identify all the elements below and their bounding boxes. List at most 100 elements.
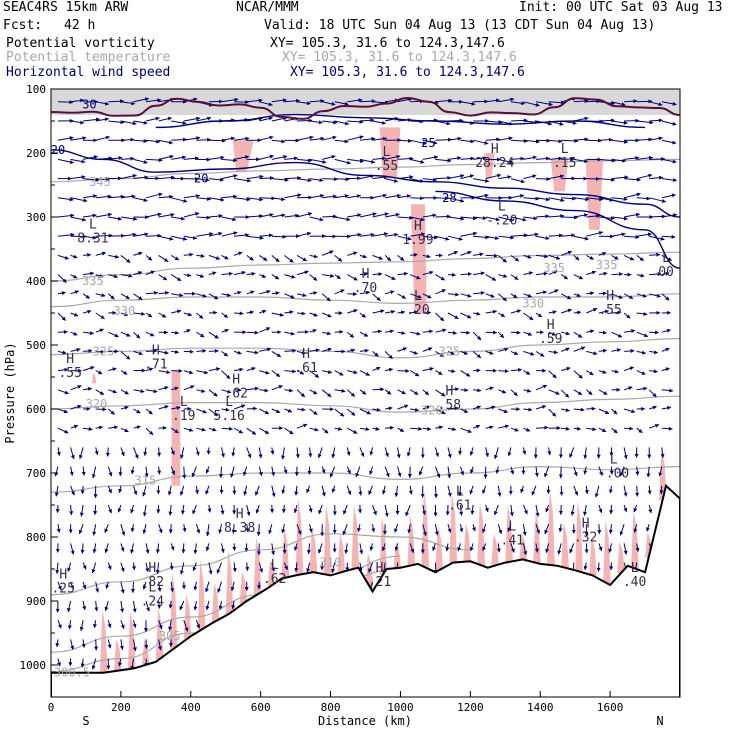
wind-vector xyxy=(649,252,661,257)
wind-vector xyxy=(485,216,500,222)
wind-vector xyxy=(498,175,512,180)
pv-fill-region xyxy=(550,159,569,192)
wind-vector xyxy=(544,466,550,478)
wind-vector xyxy=(598,466,603,476)
wind-vector xyxy=(649,136,663,141)
wind-vector xyxy=(573,426,582,431)
wind-vector xyxy=(397,194,412,199)
wind-vector xyxy=(460,312,472,319)
wind-vector xyxy=(57,158,74,164)
wind-vector xyxy=(510,233,528,238)
wind-vector xyxy=(460,250,472,256)
wind-vector xyxy=(118,466,123,477)
wind-vector xyxy=(385,232,399,237)
wind-vector xyxy=(636,370,646,375)
wind-vector xyxy=(133,447,139,459)
wind-vector xyxy=(422,405,431,410)
wind-vector xyxy=(196,177,210,182)
contour-label: 320 xyxy=(421,403,443,417)
wind-vector xyxy=(397,368,410,373)
wind-vector xyxy=(510,350,519,356)
wind-vector xyxy=(597,524,602,535)
wind-vector xyxy=(573,389,583,396)
wind-vector xyxy=(460,216,478,221)
wind-vector xyxy=(482,543,487,552)
wind-vector xyxy=(523,139,540,144)
y-tick-label: 100 xyxy=(26,83,46,96)
wind-vector xyxy=(343,504,348,515)
wind-vector xyxy=(259,154,274,160)
wind-vector xyxy=(196,232,214,237)
pv-extremum: H.59 xyxy=(539,318,562,347)
wind-vector xyxy=(133,197,148,202)
wind-vector xyxy=(359,136,376,141)
wind-vector xyxy=(192,504,197,515)
wind-vector xyxy=(268,524,273,535)
wind-vector xyxy=(394,543,399,552)
wind-vector xyxy=(548,233,563,238)
wind-vector xyxy=(281,447,286,460)
wind-vector xyxy=(523,196,540,201)
wind-vector xyxy=(296,370,305,375)
wind-vector xyxy=(171,293,184,298)
wind-vector xyxy=(598,348,607,353)
wind-vector xyxy=(70,331,78,336)
wind-vector xyxy=(397,255,405,261)
wind-vector xyxy=(120,232,137,237)
wind-vector xyxy=(216,562,222,574)
wind-vector xyxy=(170,427,179,434)
wind-vector xyxy=(384,351,393,360)
wind-vector xyxy=(233,251,243,256)
wind-vector xyxy=(397,330,406,335)
wind-vector xyxy=(334,120,350,126)
wind-vector xyxy=(544,524,550,535)
wind-vector xyxy=(318,504,323,515)
wind-vector xyxy=(104,543,109,554)
wind-vector xyxy=(584,485,589,495)
wind-vector xyxy=(410,252,418,257)
wind-vector xyxy=(221,231,238,237)
wind-vector xyxy=(623,504,628,513)
wind-vector xyxy=(296,407,306,412)
wind-vector xyxy=(182,524,187,533)
wind-vector xyxy=(573,137,589,142)
wind-vector xyxy=(334,370,344,376)
extremum-type: L xyxy=(498,200,506,215)
wind-vector xyxy=(545,543,550,554)
extremum-value: .55 xyxy=(598,303,621,318)
wind-vector xyxy=(358,562,363,572)
contour-label: 20 xyxy=(194,172,208,186)
wind-vector xyxy=(611,310,622,315)
pv-fill-lowlevel xyxy=(463,523,471,562)
wind-vector xyxy=(145,139,161,144)
wind-vector xyxy=(636,173,653,180)
wind-vector xyxy=(649,293,661,298)
wind-vector xyxy=(535,524,540,534)
wind-vector xyxy=(460,427,472,433)
extremum-type: H xyxy=(445,384,453,399)
wind-vector xyxy=(183,136,201,141)
wind-vector xyxy=(473,178,490,183)
wind-vector xyxy=(397,138,412,143)
wind-vector xyxy=(183,329,191,333)
wind-vector xyxy=(447,292,460,297)
wind-vector xyxy=(435,289,446,295)
wind-vector xyxy=(609,504,614,515)
wind-vector xyxy=(271,274,280,280)
wind-vector xyxy=(648,504,653,514)
y-tick-label: 700 xyxy=(26,467,46,480)
wind-vector xyxy=(284,193,302,199)
wind-vector xyxy=(586,231,604,237)
wind-vector xyxy=(83,253,92,258)
wind-vector xyxy=(82,581,87,590)
wind-vector xyxy=(598,252,607,256)
wind-vector xyxy=(598,137,613,142)
wind-vector xyxy=(183,620,189,632)
forecast-label: Fcst: xyxy=(3,18,43,33)
wind-vector xyxy=(623,312,631,319)
wind-vector xyxy=(560,293,572,300)
wind-vector xyxy=(619,524,625,536)
wind-vector xyxy=(296,270,309,276)
contour-label: 28 xyxy=(442,191,456,205)
wind-vector xyxy=(586,406,596,411)
